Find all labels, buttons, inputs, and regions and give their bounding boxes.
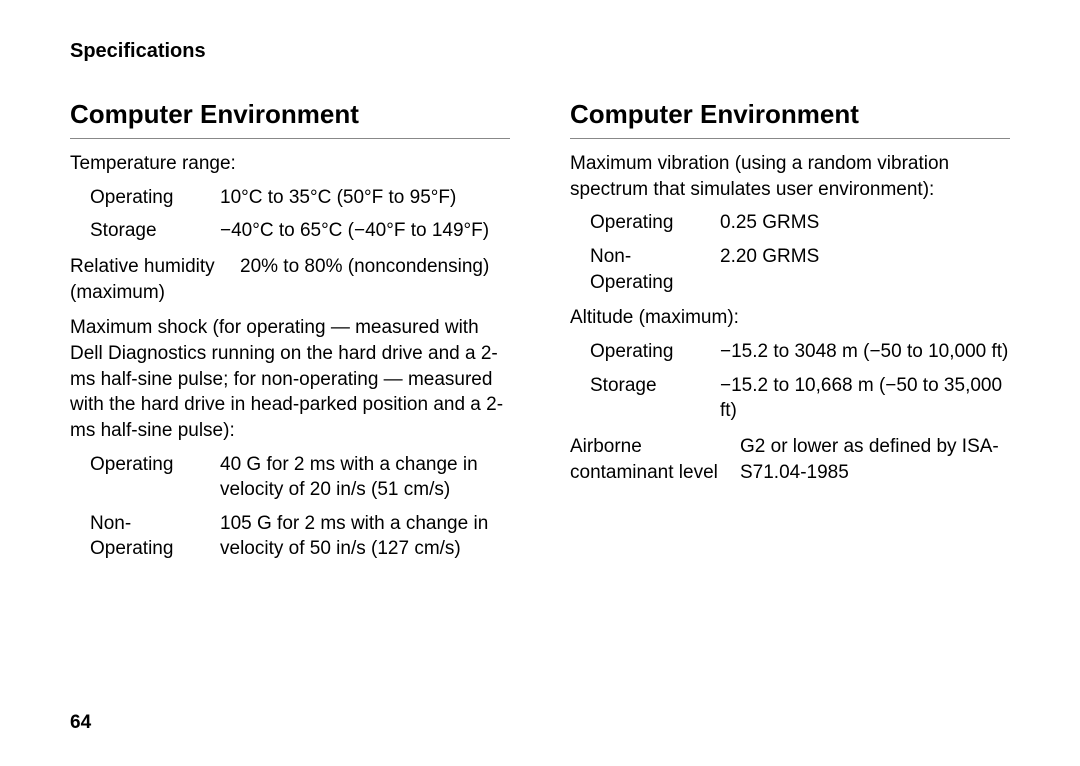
spec-value: 2.20 GRMS: [720, 244, 1010, 295]
vibration-table: Operating 0.25 GRMS Non-Operating 2.20 G…: [570, 210, 1010, 295]
spec-value: 10°C to 35°C (50°F to 95°F): [220, 185, 510, 211]
page-number: 64: [70, 710, 91, 736]
left-column: Computer Environment Temperature range: …: [70, 97, 510, 572]
spec-row: Operating 10°C to 35°C (50°F to 95°F): [70, 185, 510, 211]
spec-value: 20% to 80% (noncondensing): [240, 254, 510, 305]
section-heading-left: Computer Environment: [70, 97, 510, 139]
spec-row: Operating −15.2 to 3048 m (−50 to 10,000…: [570, 339, 1010, 365]
spec-label: Operating: [70, 185, 220, 211]
spec-row: Relative humidity (maximum) 20% to 80% (…: [70, 254, 510, 305]
spec-label: Operating: [570, 339, 720, 365]
spec-row: Non-Operating 105 G for 2 ms with a chan…: [70, 511, 510, 562]
shock-intro: Maximum shock (for operating — measured …: [70, 315, 510, 443]
spec-row: Non-Operating 2.20 GRMS: [570, 244, 1010, 295]
temp-range-table: Operating 10°C to 35°C (50°F to 95°F) St…: [70, 185, 510, 244]
temp-range-intro: Temperature range:: [70, 151, 510, 177]
spec-label: Storage: [70, 218, 220, 244]
spec-value: 40 G for 2 ms with a change in velocity …: [220, 452, 510, 503]
spec-label: Airborne contaminant level: [570, 434, 740, 485]
shock-table: Operating 40 G for 2 ms with a change in…: [70, 452, 510, 563]
spec-label: Storage: [570, 373, 720, 424]
vibration-intro: Maximum vibration (using a random vibrat…: [570, 151, 1010, 202]
spec-label: Operating: [570, 210, 720, 236]
spec-value: G2 or lower as defined by ISA-S71.04-198…: [740, 434, 1010, 485]
spec-label: Operating: [70, 452, 220, 503]
spec-row: Airborne contaminant level G2 or lower a…: [570, 434, 1010, 485]
spec-value: −40°C to 65°C (−40°F to 149°F): [220, 218, 510, 244]
two-column-layout: Computer Environment Temperature range: …: [70, 97, 1010, 572]
spec-value: −15.2 to 3048 m (−50 to 10,000 ft): [720, 339, 1010, 365]
right-column: Computer Environment Maximum vibration (…: [570, 97, 1010, 572]
section-heading-right: Computer Environment: [570, 97, 1010, 139]
spec-row: Operating 40 G for 2 ms with a change in…: [70, 452, 510, 503]
spec-value: −15.2 to 10,668 m (−50 to 35,000 ft): [720, 373, 1010, 424]
page-header: Specifications: [70, 38, 1010, 65]
spec-value: 0.25 GRMS: [720, 210, 1010, 236]
altitude-table: Operating −15.2 to 3048 m (−50 to 10,000…: [570, 339, 1010, 424]
spec-label: Relative humidity (maximum): [70, 254, 240, 305]
spec-row: Operating 0.25 GRMS: [570, 210, 1010, 236]
spec-label: Non-Operating: [70, 511, 220, 562]
airborne-row: Airborne contaminant level G2 or lower a…: [570, 434, 1010, 485]
spec-value: 105 G for 2 ms with a change in velocity…: [220, 511, 510, 562]
spec-label: Non-Operating: [570, 244, 720, 295]
spec-row: Storage −15.2 to 10,668 m (−50 to 35,000…: [570, 373, 1010, 424]
spec-row: Storage −40°C to 65°C (−40°F to 149°F): [70, 218, 510, 244]
altitude-intro: Altitude (maximum):: [570, 305, 1010, 331]
humidity-row: Relative humidity (maximum) 20% to 80% (…: [70, 254, 510, 305]
